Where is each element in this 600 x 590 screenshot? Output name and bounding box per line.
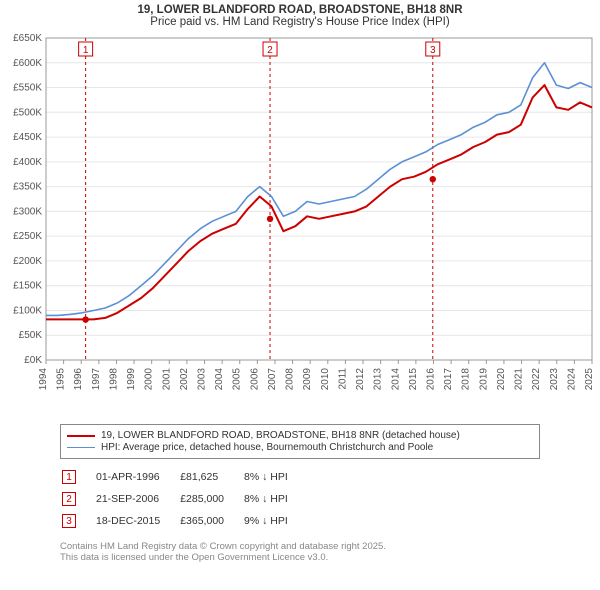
marker-delta: 8% ↓ HPI <box>244 467 306 487</box>
svg-text:£0K: £0K <box>24 355 42 366</box>
svg-text:£250K: £250K <box>13 231 42 242</box>
svg-text:1997: 1997 <box>91 368 102 391</box>
svg-text:£600K: £600K <box>13 58 42 69</box>
svg-text:£100K: £100K <box>13 305 42 316</box>
chart-title: 19, LOWER BLANDFORD ROAD, BROADSTONE, BH… <box>0 0 600 30</box>
svg-text:2025: 2025 <box>584 368 595 391</box>
svg-text:2019: 2019 <box>478 368 489 391</box>
marker-delta: 8% ↓ HPI <box>244 489 306 509</box>
footer-line1: Contains HM Land Registry data © Crown c… <box>60 541 600 552</box>
svg-text:£350K: £350K <box>13 182 42 193</box>
svg-text:2023: 2023 <box>549 368 560 391</box>
svg-text:2017: 2017 <box>443 368 454 391</box>
svg-text:£550K: £550K <box>13 83 42 94</box>
svg-text:£650K: £650K <box>13 33 42 44</box>
legend-swatch-hpi <box>67 447 95 448</box>
svg-text:2011: 2011 <box>337 368 348 390</box>
svg-text:2021: 2021 <box>514 368 525 391</box>
marker-delta: 9% ↓ HPI <box>244 511 306 531</box>
marker-price: £81,625 <box>180 467 242 487</box>
marker-price: £285,000 <box>180 489 242 509</box>
chart-svg: £0K £50K £100K £150K £200K £250K £300K £350K £40… <box>0 30 600 418</box>
svg-text:1999: 1999 <box>126 368 137 391</box>
svg-text:2002: 2002 <box>179 368 190 391</box>
svg-text:2008: 2008 <box>285 368 296 391</box>
svg-text:£300K: £300K <box>13 206 42 217</box>
marker-date: 18-DEC-2015 <box>96 511 178 531</box>
svg-text:2015: 2015 <box>408 368 419 391</box>
svg-text:2018: 2018 <box>461 368 472 391</box>
svg-text:2010: 2010 <box>320 368 331 391</box>
title-line1: 19, LOWER BLANDFORD ROAD, BROADSTONE, BH… <box>0 4 600 16</box>
svg-text:1: 1 <box>83 45 89 56</box>
marker-row: 1 01-APR-1996£81,6258% ↓ HPI <box>62 467 306 487</box>
svg-text:1994: 1994 <box>38 368 49 391</box>
svg-text:2022: 2022 <box>531 368 542 391</box>
svg-text:2007: 2007 <box>267 368 278 391</box>
footer: Contains HM Land Registry data © Crown c… <box>60 541 600 563</box>
svg-text:2009: 2009 <box>302 368 313 391</box>
chart-area: £0K £50K £100K £150K £200K £250K £300K £350K £40… <box>0 30 600 418</box>
marker-date: 01-APR-1996 <box>96 467 178 487</box>
marker-badge: 3 <box>62 514 76 528</box>
svg-text:2012: 2012 <box>355 368 366 391</box>
svg-text:1995: 1995 <box>56 368 67 391</box>
svg-text:2005: 2005 <box>232 368 243 391</box>
marker-date: 21-SEP-2006 <box>96 489 178 509</box>
marker-price: £365,000 <box>180 511 242 531</box>
marker-row: 2 21-SEP-2006£285,0008% ↓ HPI <box>62 489 306 509</box>
legend-label-price: 19, LOWER BLANDFORD ROAD, BROADSTONE, BH… <box>101 430 460 441</box>
svg-text:2014: 2014 <box>390 368 401 391</box>
svg-text:2004: 2004 <box>214 368 225 391</box>
svg-text:2024: 2024 <box>566 368 577 391</box>
svg-text:1998: 1998 <box>108 368 119 391</box>
svg-text:2016: 2016 <box>425 368 436 391</box>
svg-text:£50K: £50K <box>19 330 43 341</box>
marker-row: 3 18-DEC-2015£365,0009% ↓ HPI <box>62 511 306 531</box>
legend: 19, LOWER BLANDFORD ROAD, BROADSTONE, BH… <box>60 424 540 459</box>
legend-label-hpi: HPI: Average price, detached house, Bour… <box>101 442 433 453</box>
svg-text:2020: 2020 <box>496 368 507 391</box>
svg-text:2000: 2000 <box>144 368 155 391</box>
svg-text:2: 2 <box>267 45 273 56</box>
svg-text:£400K: £400K <box>13 157 42 168</box>
svg-text:1996: 1996 <box>73 368 84 391</box>
svg-text:£500K: £500K <box>13 107 42 118</box>
svg-text:2013: 2013 <box>373 368 384 391</box>
svg-text:2003: 2003 <box>197 368 208 391</box>
legend-swatch-price <box>67 435 95 437</box>
title-line2: Price paid vs. HM Land Registry's House … <box>0 16 600 28</box>
legend-item-hpi: HPI: Average price, detached house, Bour… <box>67 442 533 453</box>
marker-badge: 1 <box>62 470 76 484</box>
svg-text:£150K: £150K <box>13 281 42 292</box>
svg-text:2001: 2001 <box>161 368 172 391</box>
svg-text:3: 3 <box>430 45 436 56</box>
legend-item-price: 19, LOWER BLANDFORD ROAD, BROADSTONE, BH… <box>67 430 533 441</box>
marker-badge: 2 <box>62 492 76 506</box>
svg-text:£450K: £450K <box>13 132 42 143</box>
marker-table: 1 01-APR-1996£81,6258% ↓ HPI 2 21-SEP-2006£… <box>60 465 308 533</box>
svg-text:£200K: £200K <box>13 256 42 267</box>
svg-text:2006: 2006 <box>249 368 260 391</box>
footer-line2: This data is licensed under the Open Gov… <box>60 552 600 563</box>
